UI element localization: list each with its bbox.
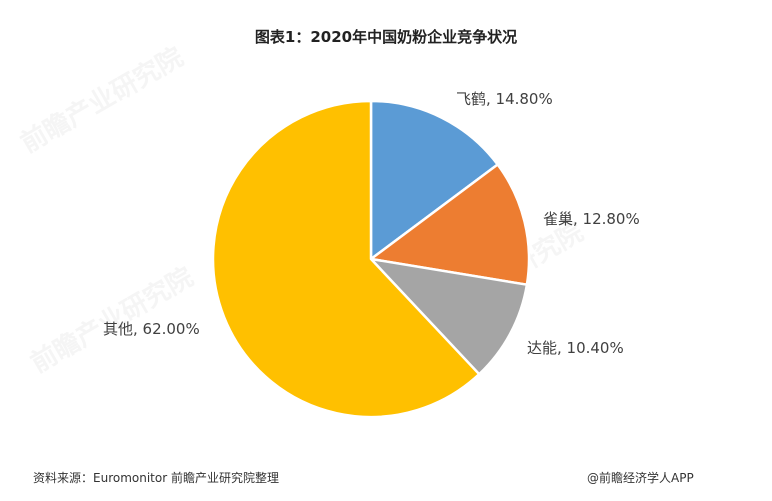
label-danone: 达能, 10.40% <box>527 339 624 357</box>
label-nestle: 雀巢, 12.80% <box>543 210 640 228</box>
source-note: 资料来源：Euromonitor 前瞻产业研究院整理 <box>33 471 279 485</box>
chart-title: 图表1：2020年中国奶粉企业竞争状况 <box>254 28 518 46</box>
pie-slices <box>211 99 531 419</box>
credit-note: @前瞻经济学人APP <box>587 471 694 485</box>
label-feihe: 飞鹤, 14.80% <box>456 90 553 108</box>
pie-slice-雀巢 <box>369 163 531 286</box>
label-other: 其他, 62.00% <box>103 320 200 338</box>
pie-slice-其他 <box>211 99 481 419</box>
pie-slice-飞鹤 <box>369 99 499 261</box>
pie-slice-达能 <box>369 257 529 376</box>
